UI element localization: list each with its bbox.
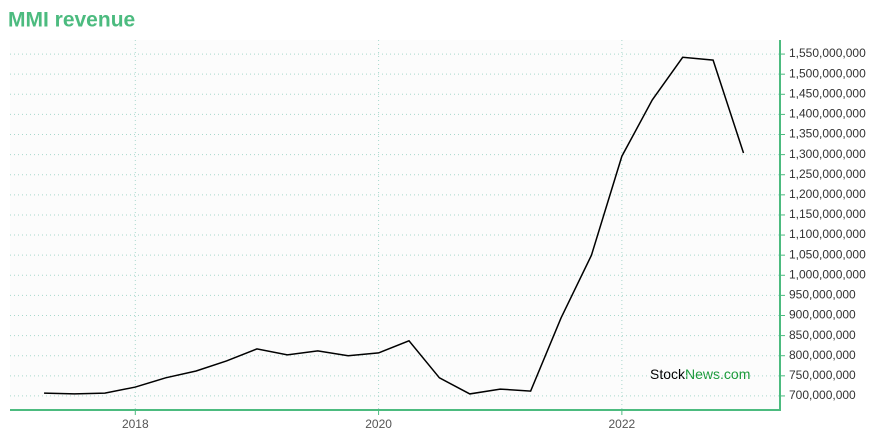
x-tick-label: 2022 — [609, 417, 636, 431]
y-tick-label: 750,000,000 — [789, 368, 856, 382]
watermark-news: News.com — [685, 366, 750, 382]
y-tick-label: 950,000,000 — [789, 288, 856, 302]
y-tick-label: 1,400,000,000 — [789, 107, 866, 121]
y-tick-label: 1,300,000,000 — [789, 147, 866, 161]
y-tick-label: 1,100,000,000 — [789, 227, 866, 241]
watermark: StockNews.com — [650, 366, 750, 382]
y-tick-label: 850,000,000 — [789, 328, 856, 342]
y-tick-label: 800,000,000 — [789, 348, 856, 362]
y-tick-label: 700,000,000 — [789, 388, 856, 402]
y-tick-label: 1,150,000,000 — [789, 207, 866, 221]
y-tick-label: 1,250,000,000 — [789, 167, 866, 181]
chart-title: MMI revenue — [8, 9, 135, 32]
x-tick-label: 2020 — [365, 417, 392, 431]
y-tick-label: 1,550,000,000 — [789, 46, 866, 60]
plot-area — [10, 40, 780, 410]
y-tick-label: 1,000,000,000 — [789, 267, 866, 281]
y-tick-label: 1,500,000,000 — [789, 66, 866, 80]
series-line — [44, 56, 745, 395]
y-tick-label: 1,050,000,000 — [789, 247, 866, 261]
watermark-stock: Stock — [650, 366, 686, 382]
y-tick-label: 1,350,000,000 — [789, 127, 866, 141]
y-tick-label: 900,000,000 — [789, 308, 856, 322]
y-tick-label: 1,450,000,000 — [789, 86, 866, 100]
x-tick-label: 2018 — [122, 417, 149, 431]
y-tick-label: 1,200,000,000 — [789, 187, 866, 201]
